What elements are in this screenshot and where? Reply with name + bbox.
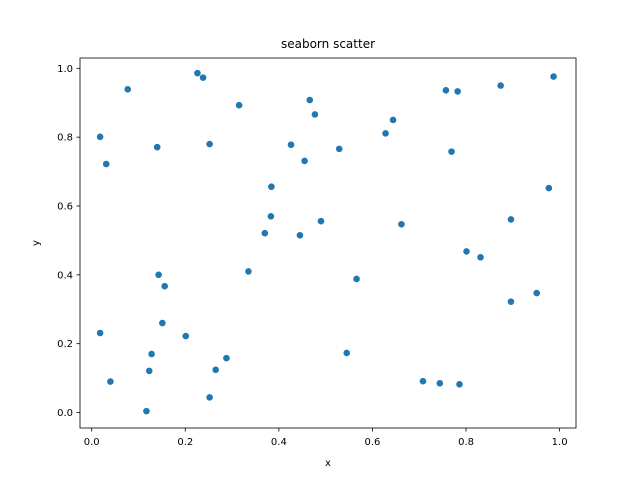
scatter-point — [300, 157, 309, 165]
scatter-point — [310, 110, 319, 119]
scatter-point — [106, 377, 115, 386]
scatter-point — [544, 184, 553, 192]
scatter-point — [296, 231, 304, 240]
scatter-point — [260, 229, 269, 238]
scatter-point — [532, 289, 541, 297]
scatter-point — [287, 140, 295, 149]
x-axis-label: x — [325, 458, 331, 469]
scatter-point — [397, 220, 406, 229]
scatter-point — [96, 329, 105, 337]
scatter-point — [435, 379, 444, 388]
scatter-point — [549, 72, 558, 81]
y-tick-label: 0.0 — [57, 408, 73, 419]
scatter-point — [442, 86, 450, 95]
scatter-point — [205, 140, 214, 148]
scatter-point — [507, 297, 515, 306]
scatter-point — [381, 129, 390, 138]
scatter-point — [123, 85, 132, 94]
scatter-point — [447, 147, 456, 156]
y-tick-label: 0.6 — [57, 202, 73, 213]
scatter-point — [193, 69, 202, 78]
scatter-point — [102, 160, 111, 168]
scatter-point — [496, 81, 505, 90]
scatter-point — [476, 253, 485, 262]
scatter-point — [267, 212, 275, 221]
scatter-point — [154, 270, 163, 279]
scatter-point — [389, 116, 397, 124]
scatter-point — [335, 144, 344, 153]
scatter-point — [96, 132, 105, 141]
scatter-point — [235, 101, 243, 110]
scatter-point — [222, 354, 231, 363]
scatter-point — [305, 96, 314, 104]
scatter-point — [342, 349, 351, 357]
scatter-point — [145, 366, 154, 375]
x-tick-label: 0.4 — [271, 437, 287, 448]
scatter-point — [147, 350, 156, 358]
scatter-point — [160, 282, 169, 291]
plot-frame — [79, 57, 577, 429]
scatter-point — [507, 215, 515, 224]
y-axis-label: y — [31, 240, 42, 246]
scatter-point — [244, 267, 253, 276]
scatter-point — [419, 377, 427, 386]
scatter-point — [453, 87, 462, 96]
x-tick-label: 0.8 — [458, 437, 474, 448]
scatter-point — [153, 143, 162, 152]
scatter-point — [199, 73, 207, 82]
chart-title: seaborn scatter — [281, 37, 375, 51]
y-axis: 0.0 0.2 0.4 0.6 0.8 1.0 — [57, 64, 80, 419]
x-tick-label: 1.0 — [552, 437, 568, 448]
scatter-point — [158, 319, 167, 327]
x-tick-label: 0.6 — [364, 437, 380, 448]
scatter-point — [205, 393, 214, 402]
y-tick-label: 0.8 — [57, 133, 73, 144]
scatter-point — [142, 407, 151, 416]
y-tick-label: 0.2 — [57, 339, 73, 350]
scatter-point — [317, 217, 325, 226]
scatter-point — [455, 380, 464, 389]
x-tick-label: 0.0 — [84, 437, 100, 448]
scatter-point — [181, 332, 190, 340]
scatter-point — [211, 365, 220, 374]
scatter-point — [462, 247, 471, 256]
scatter-point — [352, 275, 361, 283]
x-tick-label: 0.2 — [177, 437, 193, 448]
y-tick-label: 0.4 — [57, 270, 73, 281]
y-tick-label: 1.0 — [57, 64, 73, 75]
scatter-point — [267, 182, 276, 191]
x-axis: 0.0 0.2 0.4 0.6 0.8 1.0 — [84, 428, 568, 448]
points-layer — [96, 69, 558, 416]
